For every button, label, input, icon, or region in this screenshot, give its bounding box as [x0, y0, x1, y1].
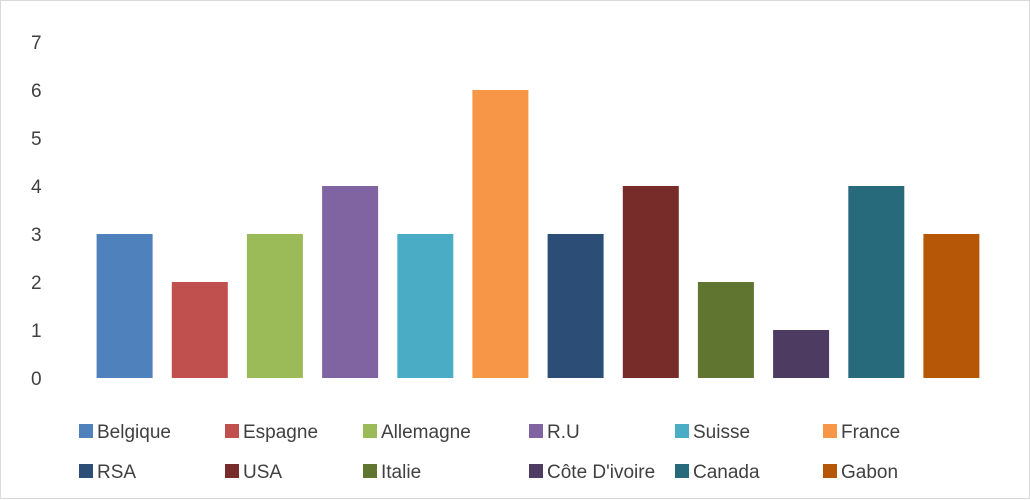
legend-marker	[363, 464, 377, 478]
legend-marker	[79, 424, 93, 438]
bar-r-u	[322, 186, 379, 378]
legend-marker	[225, 464, 239, 478]
legend-item: Belgique	[79, 422, 171, 443]
legend-item: Espagne	[225, 422, 318, 443]
legend-item: Allemagne	[363, 422, 471, 443]
y-tick-label: 2	[31, 273, 42, 294]
y-axis: 0 1 2 3 4 5 6 7	[31, 33, 42, 390]
legend-item: RSA	[79, 462, 136, 483]
bars-group	[96, 90, 980, 378]
y-tick-label: 1	[31, 321, 42, 342]
bar-usa	[622, 186, 679, 378]
legend-label: Espagne	[243, 422, 318, 443]
legend-label: Suisse	[693, 422, 750, 443]
y-tick-label: 5	[31, 129, 42, 150]
legend-marker	[823, 424, 837, 438]
legend-label: Allemagne	[381, 422, 471, 443]
legend-item: R.U	[529, 422, 580, 443]
legend-marker	[823, 464, 837, 478]
legend-label: Canada	[693, 462, 760, 483]
legend-item: Côte D'ivoire	[529, 462, 655, 483]
y-tick-label: 4	[31, 177, 42, 198]
bar-gabon	[923, 234, 980, 378]
legend-label: Italie	[381, 462, 421, 483]
legend-item: Suisse	[675, 422, 750, 443]
legend-marker	[225, 424, 239, 438]
bar-suisse	[397, 234, 454, 378]
bar-france	[472, 90, 529, 378]
legend-marker	[675, 424, 689, 438]
legend-item: USA	[225, 462, 282, 483]
y-tick-label: 3	[31, 225, 42, 246]
legend-label: R.U	[547, 422, 580, 443]
legend-label: France	[841, 422, 900, 443]
legend-item: Italie	[363, 462, 421, 483]
bar-rsa	[547, 234, 604, 378]
legend-marker	[363, 424, 377, 438]
legend-label: Côte D'ivoire	[547, 462, 655, 483]
legend-label: Gabon	[841, 462, 898, 483]
y-tick-label: 0	[31, 369, 42, 390]
legend-marker	[529, 464, 543, 478]
legend-label: RSA	[97, 462, 136, 483]
bar-allemagne	[246, 234, 303, 378]
legend-item: Gabon	[823, 462, 898, 483]
legend-marker	[529, 424, 543, 438]
legend-marker	[675, 464, 689, 478]
bar-espagne	[171, 282, 228, 378]
legend-label: Belgique	[97, 422, 171, 443]
legend-item: France	[823, 422, 900, 443]
legend-item: Canada	[675, 462, 760, 483]
legend-label: USA	[243, 462, 282, 483]
legend-marker	[79, 464, 93, 478]
bar-canada	[848, 186, 905, 378]
legend: Belgique Espagne Allemagne R.U Suisse France R…	[79, 422, 900, 483]
y-tick-label: 6	[31, 81, 42, 102]
bar-italie	[697, 282, 754, 378]
bar-c-te-d-ivoire	[773, 330, 830, 378]
bar-belgique	[96, 234, 153, 378]
y-tick-label: 7	[31, 33, 42, 54]
